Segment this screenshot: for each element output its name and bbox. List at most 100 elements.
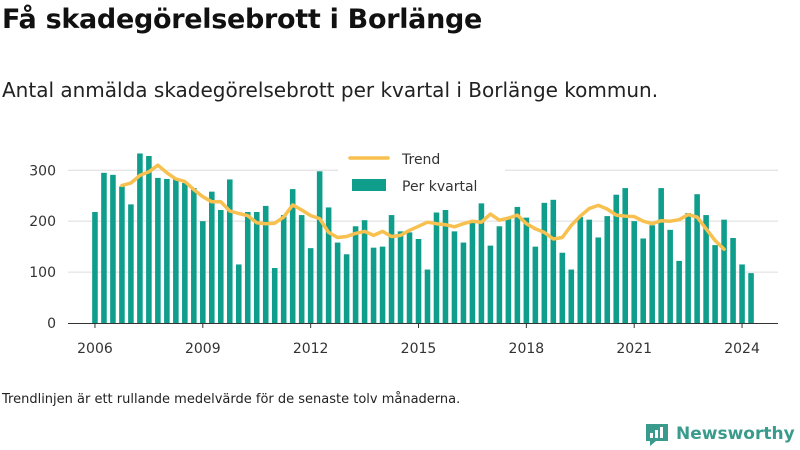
bar [721, 219, 727, 323]
bar [694, 194, 700, 323]
bar [685, 213, 691, 323]
bar [568, 269, 575, 323]
bar [164, 178, 170, 323]
bar [595, 237, 602, 323]
bar [739, 264, 745, 323]
bar [128, 204, 134, 323]
trend-line [120, 163, 726, 251]
bar [496, 226, 503, 323]
bar [505, 217, 512, 323]
bar [649, 225, 655, 323]
bar [406, 232, 413, 323]
bar [200, 221, 206, 323]
bar [577, 217, 584, 323]
bar [352, 226, 359, 323]
bar [451, 231, 458, 323]
bar [379, 246, 386, 323]
footnote: Trendlinjen är ett rullande medelvärde f… [2, 392, 461, 407]
bar [343, 254, 350, 323]
bar [244, 212, 251, 323]
legend-label-per-kvartal: Per kvartal [402, 179, 477, 195]
y-tick-label: 0 [47, 316, 56, 332]
chart-title: Få skadegörelsebrott i Borlänge [2, 4, 483, 35]
bar [514, 206, 521, 323]
newsworthy-logo-text: Newsworthy [676, 424, 795, 444]
bars [92, 153, 754, 323]
y-tick-label: 200 [29, 214, 56, 230]
x-tick-label: 2018 [509, 341, 545, 357]
bar [235, 264, 242, 323]
bar [613, 194, 620, 323]
bar [442, 209, 449, 323]
bar [262, 205, 269, 323]
newsworthy-logo-icon [646, 424, 668, 446]
bar [155, 177, 161, 323]
bar [209, 191, 215, 323]
x-tick-label: 2021 [616, 341, 652, 357]
bar [253, 212, 260, 323]
bar [433, 212, 440, 323]
bar [271, 268, 278, 323]
bar [658, 188, 664, 323]
y-tick-label: 100 [29, 265, 56, 281]
bar [119, 186, 125, 323]
bar [586, 219, 593, 323]
bar [298, 215, 305, 323]
bar [316, 171, 323, 323]
bar [325, 207, 332, 323]
bar [640, 238, 646, 323]
y-tick-label: 300 [29, 163, 56, 179]
legend: Trend Per kvartal [338, 146, 505, 200]
bar [469, 221, 476, 323]
bar [730, 237, 736, 323]
bar [182, 183, 188, 323]
bar [415, 239, 422, 323]
bar [146, 156, 152, 323]
bar [550, 199, 557, 323]
bar [532, 246, 539, 323]
bar [487, 245, 494, 323]
bar [217, 209, 224, 323]
bar [110, 174, 116, 323]
bar [191, 188, 197, 323]
bar [289, 189, 296, 323]
bar [101, 172, 107, 323]
bar [748, 273, 754, 323]
bar [559, 252, 566, 323]
bar [226, 179, 233, 323]
bar [622, 188, 629, 323]
bar [703, 215, 709, 323]
bar [361, 220, 368, 323]
bar [541, 202, 548, 323]
x-tick-label: 2009 [185, 341, 221, 357]
bar [173, 177, 179, 323]
bar [478, 203, 485, 323]
x-tick-label: 2012 [293, 341, 329, 357]
bar [712, 245, 718, 323]
legend-label-trend: Trend [401, 152, 440, 168]
bar [388, 215, 395, 323]
newsworthy-logo: Newsworthy [644, 420, 795, 448]
bar [280, 215, 287, 323]
y-tick-labels: 0 100 200 300 [29, 163, 56, 332]
bar [523, 217, 530, 323]
bar [307, 248, 314, 323]
bar [92, 212, 98, 323]
x-axis: 2006 2009 2012 2015 2018 2021 2024 [68, 323, 778, 357]
x-tick-label: 2024 [724, 341, 760, 357]
bar [604, 216, 611, 323]
bar [460, 242, 467, 323]
trend-line-group [120, 163, 726, 251]
bar [397, 231, 404, 323]
x-tick-label: 2015 [401, 341, 437, 357]
bar [667, 229, 673, 323]
bar [424, 269, 431, 323]
bar [370, 247, 377, 323]
x-tick-label: 2006 [77, 341, 113, 357]
legend-swatch-per-kvartal [352, 179, 386, 191]
bar [676, 260, 682, 323]
chart-subtitle: Antal anmälda skadegörelsebrott per kvar… [2, 78, 659, 102]
bar [334, 242, 341, 323]
bar [631, 221, 637, 323]
